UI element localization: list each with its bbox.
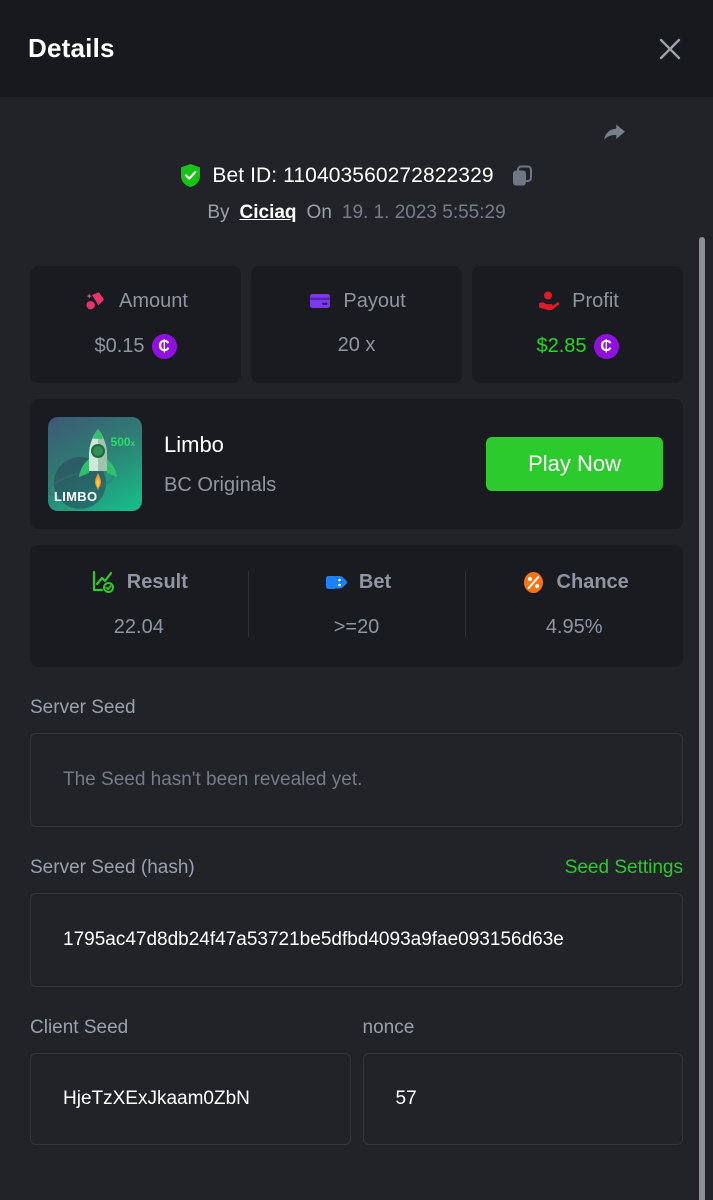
server-seed-label-row: Server Seed [30, 697, 683, 719]
on-label: On [306, 202, 332, 223]
modal-header: Details [0, 0, 713, 97]
result-col-chance: Chance 4.95% [465, 569, 683, 639]
by-label: By [207, 202, 230, 223]
stat-value-wrap: 20 x [251, 334, 462, 357]
credit-card-icon [307, 288, 333, 314]
stat-value: 20 x [337, 334, 376, 356]
stat-value-wrap: $2.85 ₵ [472, 334, 683, 359]
stat-label: Profit [572, 289, 619, 312]
result-col-bet: Bet >=20 [247, 569, 466, 639]
result-head: Chance [465, 569, 683, 596]
seed-settings-link[interactable]: Seed Settings [564, 857, 683, 878]
stat-value-wrap: $0.15 ₵ [30, 334, 241, 359]
hand-coin-icon [536, 288, 562, 314]
shield-check-icon [179, 163, 202, 188]
stat-cards: Amount $0.15 ₵ Payout [30, 266, 683, 383]
game-card: 500x LIMBO Limbo BC Originals Play Now [30, 399, 683, 529]
rocket-icon [79, 429, 117, 490]
result-label: Chance [556, 571, 629, 593]
stat-value: $0.15 [94, 335, 145, 357]
stat-head: Payout [251, 288, 462, 314]
bet-date: 19. 1. 2023 5:55:29 [341, 202, 506, 223]
result-card: Result 22.04 Bet >=20 [30, 545, 683, 667]
stat-card-amount: Amount $0.15 ₵ [30, 266, 241, 383]
client-seed-field[interactable]: HjeTzXExJkaam0ZbN [30, 1053, 351, 1145]
thumbnail-multiplier: 500x [110, 435, 135, 449]
stat-head: Profit [472, 288, 683, 314]
share-row [30, 97, 683, 149]
modal-body: Bet ID: 110403560272822329 By Ciciaq On … [0, 97, 713, 1200]
client-seed-group: Client Seed HjeTzXExJkaam0ZbN [30, 987, 351, 1145]
thumbnail-title: LIMBO [54, 489, 98, 504]
result-head: Result [30, 569, 248, 596]
client-seed-nonce-row: Client Seed HjeTzXExJkaam0ZbN nonce 57 [30, 987, 683, 1145]
bet-id-text: Bet ID: 110403560272822329 [212, 163, 494, 187]
coin-icon: ₵ [151, 334, 177, 359]
percent-icon [520, 569, 547, 596]
bet-tag-icon [322, 569, 349, 596]
server-seed-field[interactable]: The Seed hasn't been revealed yet. [30, 733, 683, 827]
game-info: Limbo BC Originals [164, 432, 464, 497]
nonce-label: nonce [362, 1017, 415, 1038]
client-seed-label: Client Seed [30, 1017, 129, 1038]
result-value: 4.95% [545, 616, 603, 638]
result-value: >=20 [333, 616, 380, 638]
result-head: Bet [248, 569, 466, 596]
game-title: Limbo [164, 431, 224, 457]
server-seed-hash-label: Server Seed (hash) [30, 857, 195, 878]
stat-label: Amount [119, 289, 188, 312]
money-bag-icon [83, 288, 109, 314]
close-icon[interactable] [653, 32, 687, 66]
stat-card-payout: Payout 20 x [251, 266, 462, 383]
play-now-button[interactable]: Play Now [486, 437, 663, 491]
coin-icon: ₵ [593, 334, 619, 359]
chart-check-icon [90, 569, 117, 596]
stat-card-profit: Profit $2.85 ₵ [472, 266, 683, 383]
result-value: 22.04 [113, 616, 164, 638]
nonce-label-row: nonce [363, 1017, 684, 1039]
stat-head: Amount [30, 288, 241, 314]
client-seed-label-row: Client Seed [30, 1017, 351, 1039]
game-provider: BC Originals [164, 473, 277, 496]
result-label: Result [126, 571, 188, 593]
username-link[interactable]: Ciciaq [239, 202, 297, 223]
server-seed-label: Server Seed [30, 697, 136, 718]
nonce-field[interactable]: 57 [362, 1053, 683, 1145]
stat-value: $2.85 [536, 335, 587, 357]
game-thumbnail[interactable]: 500x LIMBO [48, 417, 142, 511]
stat-label: Payout [343, 289, 406, 312]
server-seed-hash-field[interactable]: 1795ac47d8db24f47a53721be5dfbd4093a9fae0… [30, 893, 683, 987]
result-col-result: Result 22.04 [30, 569, 248, 639]
result-label: Bet [358, 571, 392, 593]
byline: By Ciciaq On 19. 1. 2023 5:55:29 [30, 202, 683, 224]
server-seed-hash-label-row: Server Seed (hash) Seed Settings [30, 857, 683, 879]
share-arrow-icon[interactable] [600, 119, 630, 149]
copy-icon[interactable] [510, 164, 534, 188]
nonce-group: nonce 57 [362, 987, 684, 1145]
vertical-scrollbar[interactable] [699, 237, 705, 1200]
page-title: Details [28, 33, 115, 63]
bet-id-row: Bet ID: 110403560272822329 [30, 163, 683, 188]
